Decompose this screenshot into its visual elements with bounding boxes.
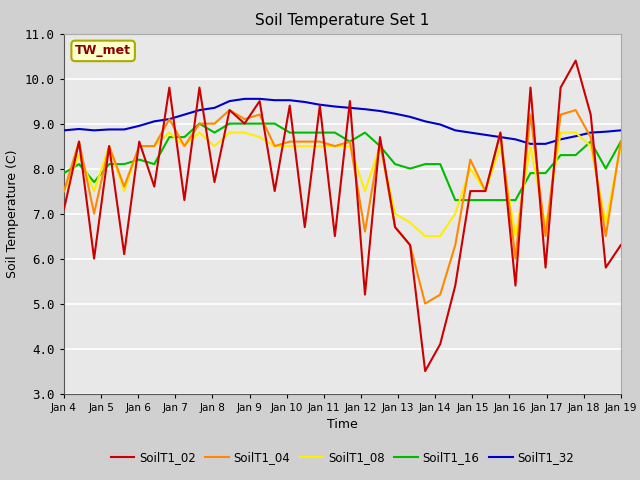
X-axis label: Time: Time bbox=[327, 418, 358, 431]
Title: Soil Temperature Set 1: Soil Temperature Set 1 bbox=[255, 13, 429, 28]
Legend: SoilT1_02, SoilT1_04, SoilT1_08, SoilT1_16, SoilT1_32: SoilT1_02, SoilT1_04, SoilT1_08, SoilT1_… bbox=[106, 446, 579, 469]
Text: TW_met: TW_met bbox=[75, 44, 131, 58]
Y-axis label: Soil Temperature (C): Soil Temperature (C) bbox=[6, 149, 19, 278]
